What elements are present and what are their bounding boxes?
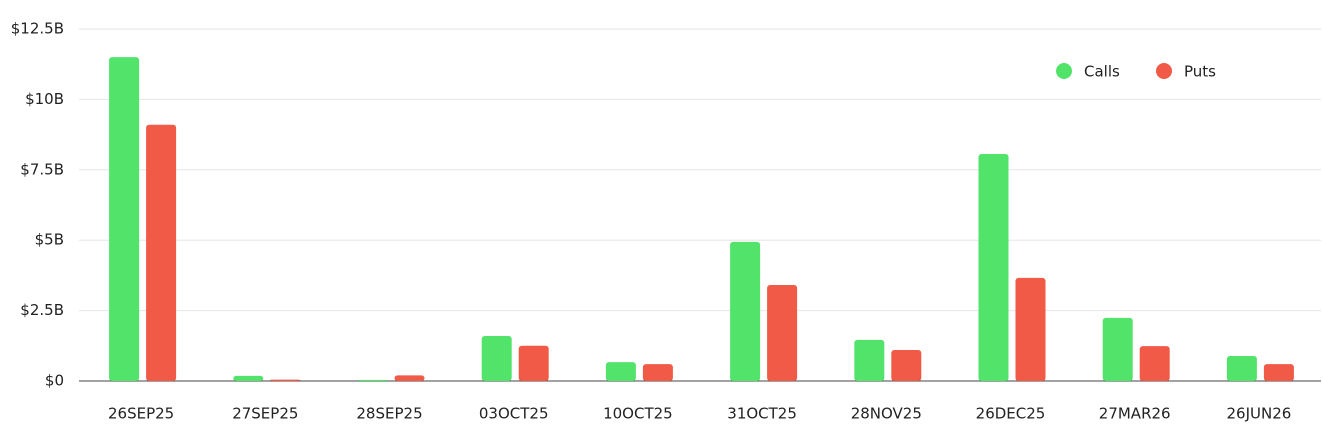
bar [767, 284, 798, 381]
y-tick-label: $5B [35, 231, 64, 249]
bar [146, 124, 177, 381]
bar [270, 379, 301, 381]
bar [1015, 277, 1046, 381]
bar [605, 362, 636, 381]
x-tick-label: 26DEC25 [976, 405, 1046, 423]
legend-label: Puts [1184, 63, 1216, 81]
x-tick-label: 28NOV25 [851, 405, 922, 423]
legend-swatch [1056, 63, 1072, 79]
legend-label: Calls [1084, 63, 1120, 81]
legend-swatch [1156, 63, 1172, 79]
bar [481, 335, 512, 381]
x-tick-label: 31OCT25 [727, 405, 797, 423]
bar [394, 375, 425, 381]
bar [730, 241, 761, 381]
bar [1226, 355, 1257, 381]
x-tick-label: 26SEP25 [108, 405, 174, 423]
y-tick-label: $12.5B [11, 20, 64, 38]
x-tick-label: 27SEP25 [232, 405, 298, 423]
x-tick-label: 26JUN26 [1226, 405, 1291, 423]
y-tick-label: $7.5B [20, 160, 64, 178]
bar [978, 154, 1009, 381]
bar [1139, 346, 1170, 381]
bar [233, 375, 264, 381]
bar [854, 339, 885, 381]
bar [1263, 364, 1294, 381]
bar [109, 57, 140, 381]
y-tick-label: $0 [45, 372, 64, 390]
y-tick-label: $10B [25, 90, 64, 108]
x-tick-label: 28SEP25 [356, 405, 422, 423]
bar [518, 345, 549, 381]
y-tick-label: $2.5B [20, 301, 64, 319]
bar [891, 350, 922, 381]
bar [357, 379, 388, 381]
bar [642, 364, 673, 381]
x-tick-label: 27MAR26 [1099, 405, 1171, 423]
x-tick-label: 10OCT25 [603, 405, 673, 423]
x-tick-label: 03OCT25 [479, 405, 549, 423]
bar [1102, 317, 1133, 381]
